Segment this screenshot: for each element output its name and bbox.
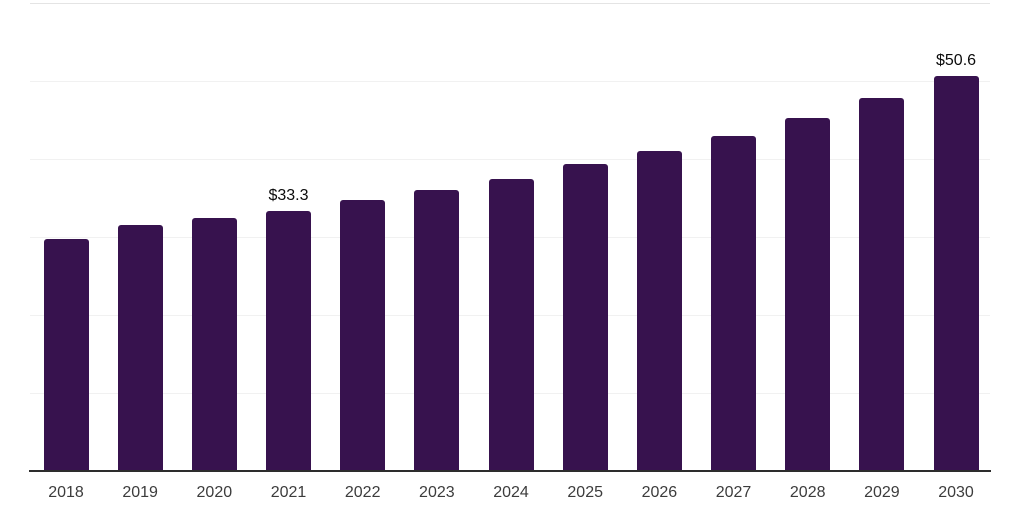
bar-2028 xyxy=(785,118,831,471)
bar-2026 xyxy=(636,151,682,471)
x-tick-label-2018: 2018 xyxy=(48,484,84,501)
x-tick-label-2020: 2020 xyxy=(196,484,233,501)
x-tick-label-2025: 2025 xyxy=(567,484,603,501)
x-tick-label-2019: 2019 xyxy=(122,484,158,501)
gridline-y40 xyxy=(30,159,990,160)
bar-2029 xyxy=(859,98,905,471)
bar-2023 xyxy=(414,190,460,471)
bar-2019 xyxy=(117,224,163,471)
bar-2022 xyxy=(340,200,386,471)
x-tick-label-2030: 2030 xyxy=(938,484,974,501)
bar-value-label-2030: $50.6 xyxy=(936,52,977,70)
x-tick-label-2028: 2028 xyxy=(789,484,826,501)
bar-value-label-2021: $33.3 xyxy=(268,187,309,205)
gridline-y60 xyxy=(30,3,990,4)
bar-2020 xyxy=(191,218,237,471)
x-axis-line xyxy=(29,470,991,472)
x-tick-label-2027: 2027 xyxy=(715,484,752,501)
plot-area: $33.3 $50.6 xyxy=(30,3,990,471)
bar-2024 xyxy=(488,179,534,471)
x-tick-label-2023: 2023 xyxy=(419,484,455,501)
bar-2027 xyxy=(711,135,757,471)
x-tick-label-2026: 2026 xyxy=(641,484,678,501)
bar-2025 xyxy=(562,164,608,471)
x-tick-label-2029: 2029 xyxy=(864,484,900,501)
bar-2030 xyxy=(933,76,979,471)
x-tick-label-2022: 2022 xyxy=(344,484,381,501)
x-tick-label-2021: 2021 xyxy=(270,484,307,501)
gridline-y50 xyxy=(30,81,990,82)
bar-2018 xyxy=(43,239,89,471)
x-tick-label-2024: 2024 xyxy=(493,484,529,501)
bar-2021 xyxy=(266,211,311,471)
